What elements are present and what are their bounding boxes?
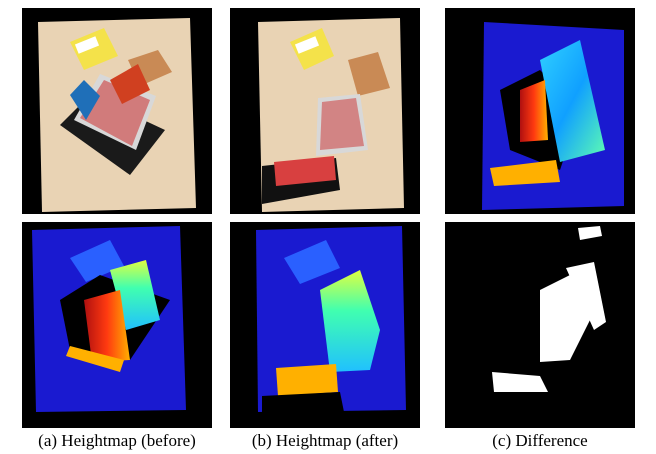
panel-difference-mask [445,222,635,428]
panel-heightmap-after [230,222,420,428]
figure-panels [0,0,656,430]
panel-heightmap-before [22,222,212,428]
caption: (a) Heightmap (before) [12,428,222,454]
panel-heightmap-diff [445,8,635,214]
figure: {"captions": ["(a) Heightmap (before)", … [0,0,656,452]
caption: (b) Heightmap (after) [220,428,430,454]
caption: (c) Difference [435,428,645,454]
panel-rgb-after [230,8,420,214]
panel-rgb-before [22,8,212,214]
